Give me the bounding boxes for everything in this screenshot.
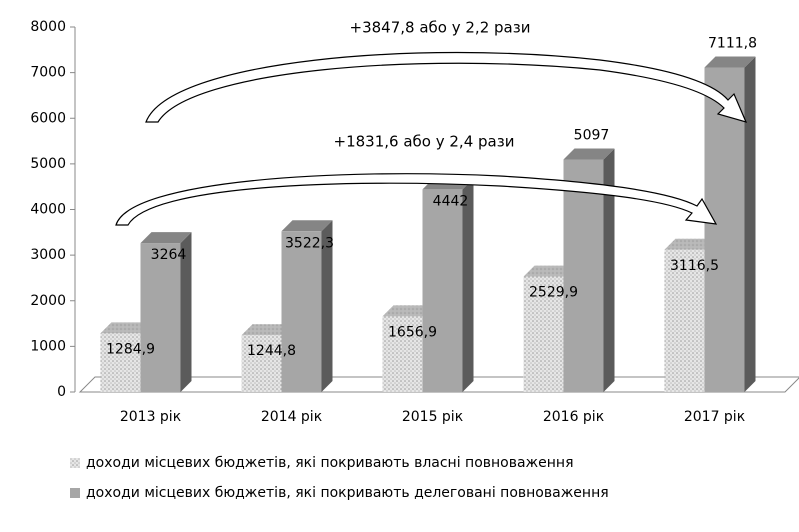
bar-side bbox=[180, 232, 192, 392]
data-label: 3116,5 bbox=[670, 258, 719, 274]
bar-top bbox=[563, 148, 615, 160]
data-label: 1244,8 bbox=[247, 343, 296, 359]
y-tick-label: 7000 bbox=[30, 65, 66, 81]
y-tick-label: 0 bbox=[57, 384, 66, 400]
data-label: 3264 bbox=[151, 247, 187, 263]
bar bbox=[281, 220, 333, 392]
legend-label: доходи місцевих бюджетів, які покривають… bbox=[86, 485, 609, 501]
y-tick-label: 3000 bbox=[30, 247, 66, 263]
bar bbox=[563, 148, 615, 392]
bar-top bbox=[140, 232, 192, 244]
data-label: 1284,9 bbox=[106, 341, 155, 357]
x-tick-label: 2017 рік bbox=[684, 409, 745, 425]
data-label: 5097 bbox=[574, 127, 610, 143]
annotation: +1831,6 або у 2,4 рази bbox=[334, 133, 515, 151]
bar-top-texture bbox=[664, 238, 716, 250]
bar-top bbox=[281, 220, 333, 232]
data-label: 4442 bbox=[433, 193, 469, 209]
bar bbox=[140, 232, 192, 392]
bar-side bbox=[603, 148, 615, 392]
bar-front bbox=[422, 189, 463, 392]
bar-top-texture bbox=[382, 305, 434, 317]
bar bbox=[422, 178, 474, 392]
bar-side bbox=[744, 56, 756, 393]
data-label: 7111,8 bbox=[708, 36, 757, 52]
data-label: 1656,9 bbox=[388, 324, 437, 340]
bar-front bbox=[140, 243, 181, 392]
legend-swatch bbox=[70, 488, 80, 498]
legend-label: доходи місцевих бюджетів, які покривають… bbox=[86, 455, 574, 471]
bar bbox=[704, 56, 756, 393]
x-tick-label: 2013 рік bbox=[120, 409, 181, 425]
bar-top bbox=[704, 56, 756, 68]
arrow-large bbox=[145, 51, 748, 123]
x-tick-label: 2014 рік bbox=[261, 409, 322, 425]
annotation: +3847,8 або у 2,2 рази bbox=[350, 19, 531, 37]
y-tick-label: 5000 bbox=[30, 156, 66, 172]
data-label: 3522,3 bbox=[285, 235, 334, 251]
arrow-small bbox=[115, 173, 718, 226]
bar-side bbox=[462, 178, 474, 392]
bar-texture bbox=[382, 316, 423, 392]
bar-front bbox=[704, 67, 745, 393]
y-tick-label: 4000 bbox=[30, 202, 66, 218]
y-tick-label: 1000 bbox=[30, 338, 66, 354]
bar-top-texture bbox=[100, 322, 152, 334]
y-tick-label: 8000 bbox=[30, 19, 66, 35]
bar-front bbox=[281, 231, 322, 392]
bar bbox=[664, 238, 716, 392]
data-label: 2529,9 bbox=[529, 285, 578, 301]
bar-top-texture bbox=[241, 324, 293, 336]
legend-swatch-texture bbox=[70, 458, 80, 468]
x-tick-label: 2015 рік bbox=[402, 409, 463, 425]
bar-texture bbox=[523, 276, 564, 392]
x-tick-label: 2016 рік bbox=[543, 409, 604, 425]
bar-texture bbox=[241, 335, 282, 392]
bar-texture bbox=[664, 249, 705, 392]
bar-front bbox=[563, 159, 604, 392]
plot-area: 0 1000 2000 3000 4000 5000 6000 7000 8000 2013 рі… bbox=[30, 19, 799, 501]
y-tick-label: 2000 bbox=[30, 293, 66, 309]
bar-top-texture bbox=[523, 265, 575, 277]
y-tick-label: 6000 bbox=[30, 110, 66, 126]
bar-texture bbox=[100, 333, 141, 392]
bar-side bbox=[321, 220, 333, 392]
